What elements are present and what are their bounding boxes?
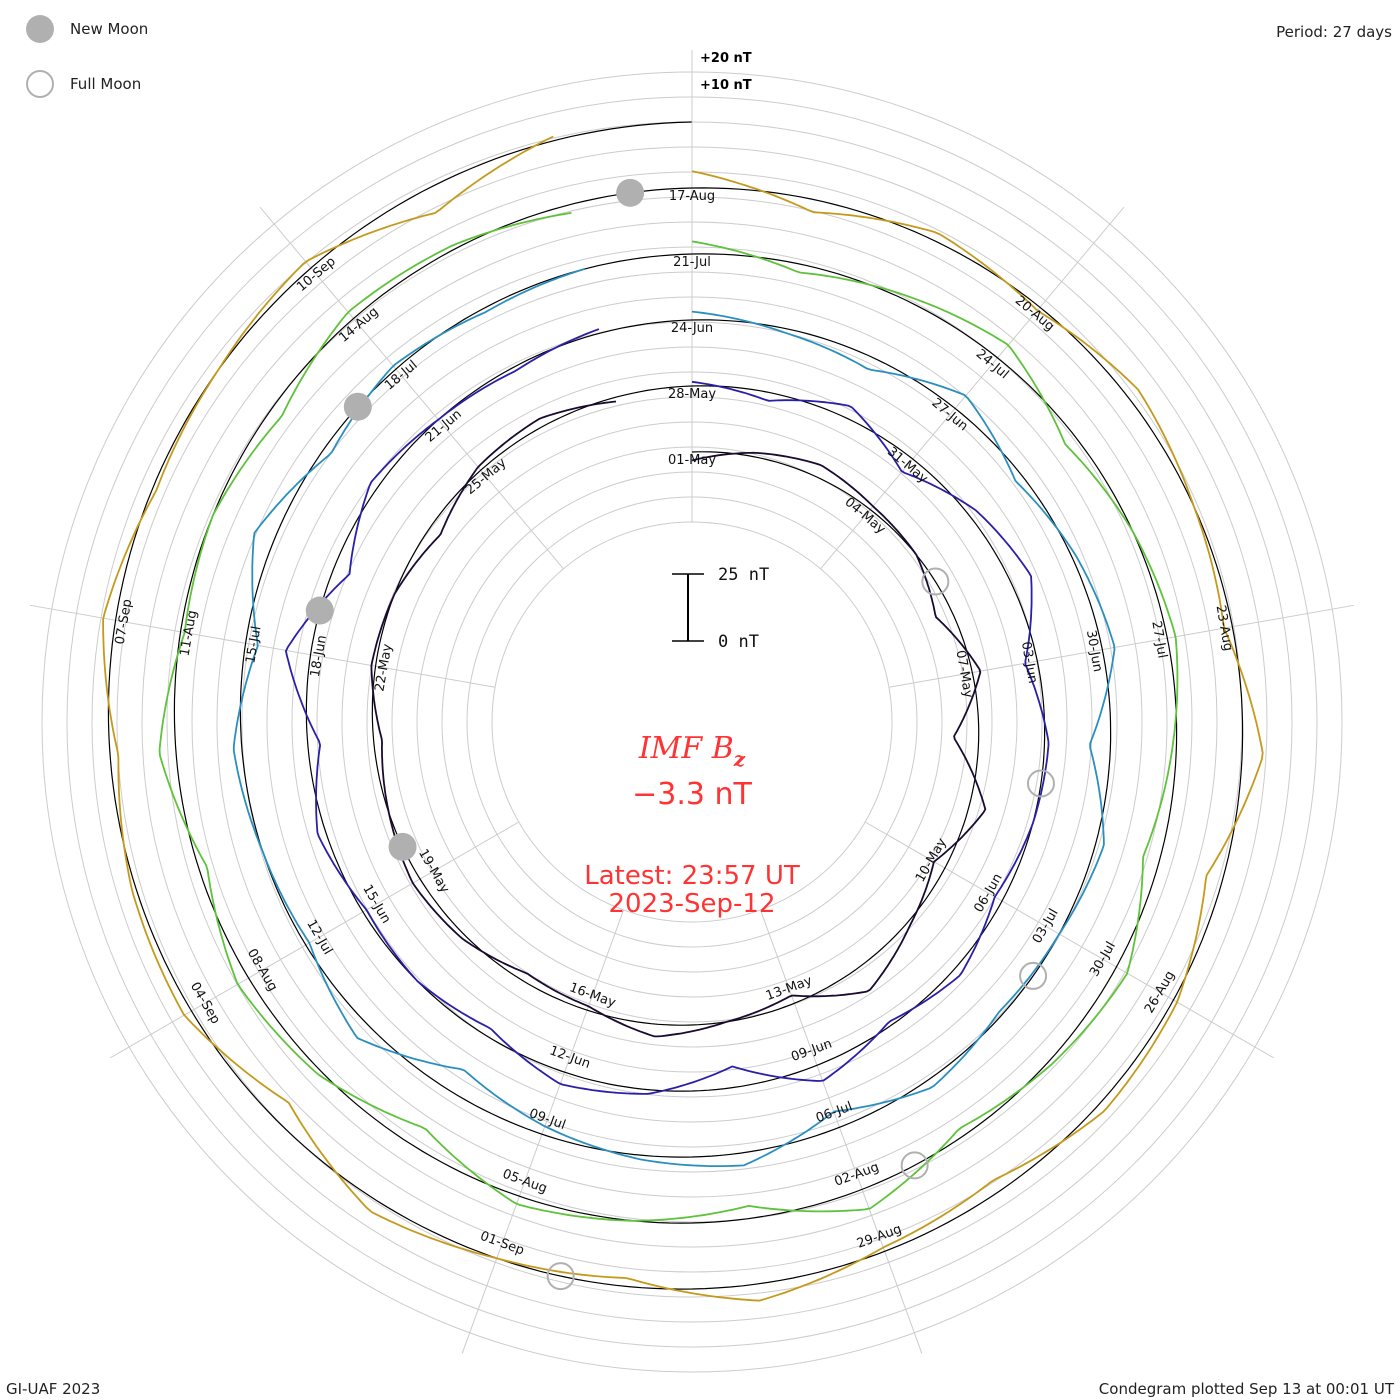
new-moon-marker	[343, 392, 372, 421]
full-moon-icon	[26, 70, 54, 98]
series-line-rotation-1	[370, 400, 987, 1038]
legend-new-moon: New Moon	[26, 14, 148, 44]
date-label: 27-Jun	[929, 396, 971, 435]
plotted-label: Condegram plotted Sep 13 at 00:01 UT	[1098, 1380, 1394, 1398]
date-label: 10-May	[913, 835, 950, 884]
date-label: 19-May	[415, 847, 452, 896]
series-group	[102, 135, 1264, 1302]
scale-bar: 25 nT 0 nT	[672, 565, 769, 652]
new-moon-icon	[26, 15, 54, 43]
date-label: 17-Aug	[669, 189, 715, 204]
quantity-subscript: z	[733, 747, 746, 771]
date-label: 02-Aug	[832, 1160, 881, 1190]
date-label: 27-Jul	[1148, 620, 1169, 660]
new-moon-marker	[616, 178, 645, 207]
date-label: 18-Jun	[308, 634, 330, 678]
zero-baseline-spiral	[107, 121, 1244, 1290]
latest-date: 2023-Sep-12	[608, 889, 775, 919]
date-label: 28-May	[668, 387, 716, 402]
latest-time: Latest: 23:57 UT	[584, 861, 800, 891]
date-label: 07-Sep	[113, 598, 136, 646]
center-readout: IMF Bz −3.3 nT Latest: 23:57 UT 2023-Sep…	[584, 731, 800, 919]
ring-scale-label-10: +10 nT	[700, 78, 752, 93]
date-label: 15-Jul	[243, 625, 264, 665]
date-label: 01-May	[668, 453, 716, 468]
date-label: 20-Aug	[1012, 293, 1057, 334]
series-line-rotation-5	[102, 135, 1264, 1302]
new-moon-label: New Moon	[70, 20, 149, 38]
full-moon-marker	[900, 1151, 929, 1180]
date-label: 23-Aug	[1213, 604, 1236, 652]
grid-spoke	[759, 909, 923, 1354]
date-label: 04-Sep	[187, 980, 223, 1027]
date-label: 29-Aug	[855, 1222, 904, 1252]
date-label: 09-Jul	[527, 1106, 568, 1133]
scale-top-label: 25 nT	[718, 565, 769, 585]
grid-spoke	[259, 206, 564, 570]
series-line-rotation-2	[284, 328, 1050, 1095]
full-moon-marker	[1019, 961, 1048, 990]
series-line-rotation-3	[232, 268, 1116, 1167]
grid-spoke	[888, 604, 1354, 688]
grid-spoke	[820, 206, 1125, 570]
date-label: 10-Sep	[294, 254, 339, 295]
current-value: −3.3 nT	[632, 777, 752, 812]
full-moon-marker	[546, 1262, 575, 1291]
grid-spoke	[109, 821, 520, 1059]
quantity-label: IMF B	[638, 731, 734, 766]
grid-spoke	[461, 909, 625, 1354]
ring-scale-label-20: +20 nT	[700, 51, 752, 66]
full-moon-marker	[921, 567, 950, 596]
date-label: 24-Jun	[671, 321, 713, 336]
new-moon-marker	[388, 832, 417, 861]
date-label: 07-May	[952, 649, 975, 699]
date-label: 25-May	[463, 455, 510, 498]
moon-markers	[305, 178, 1055, 1291]
date-label: 21-Jul	[673, 255, 711, 270]
scale-bottom-label: 0 nT	[718, 632, 759, 652]
date-label: 12-Jul	[303, 917, 335, 957]
grid-spoke	[30, 604, 496, 688]
legend-full-moon: Full Moon	[26, 69, 141, 99]
full-moon-marker	[1026, 769, 1055, 798]
date-label: 30-Jun	[1083, 629, 1105, 673]
series-line-rotation-4	[158, 212, 1179, 1222]
full-moon-label: Full Moon	[70, 75, 142, 93]
ring-grid	[30, 50, 1354, 1373]
date-label: 04-May	[842, 495, 889, 538]
date-label: 08-Aug	[244, 946, 280, 994]
new-moon-marker	[305, 596, 334, 625]
date-label: 12-Jun	[547, 1043, 592, 1072]
date-label: 14-Aug	[336, 304, 381, 345]
svg-text:IMF Bz: IMF Bz	[638, 731, 746, 771]
date-label: 30-Jul	[1087, 939, 1119, 979]
date-label: 03-Jun	[1018, 640, 1040, 684]
period-label: Period: 27 days	[1276, 23, 1392, 41]
credit-label: GI-UAF 2023	[6, 1380, 101, 1398]
